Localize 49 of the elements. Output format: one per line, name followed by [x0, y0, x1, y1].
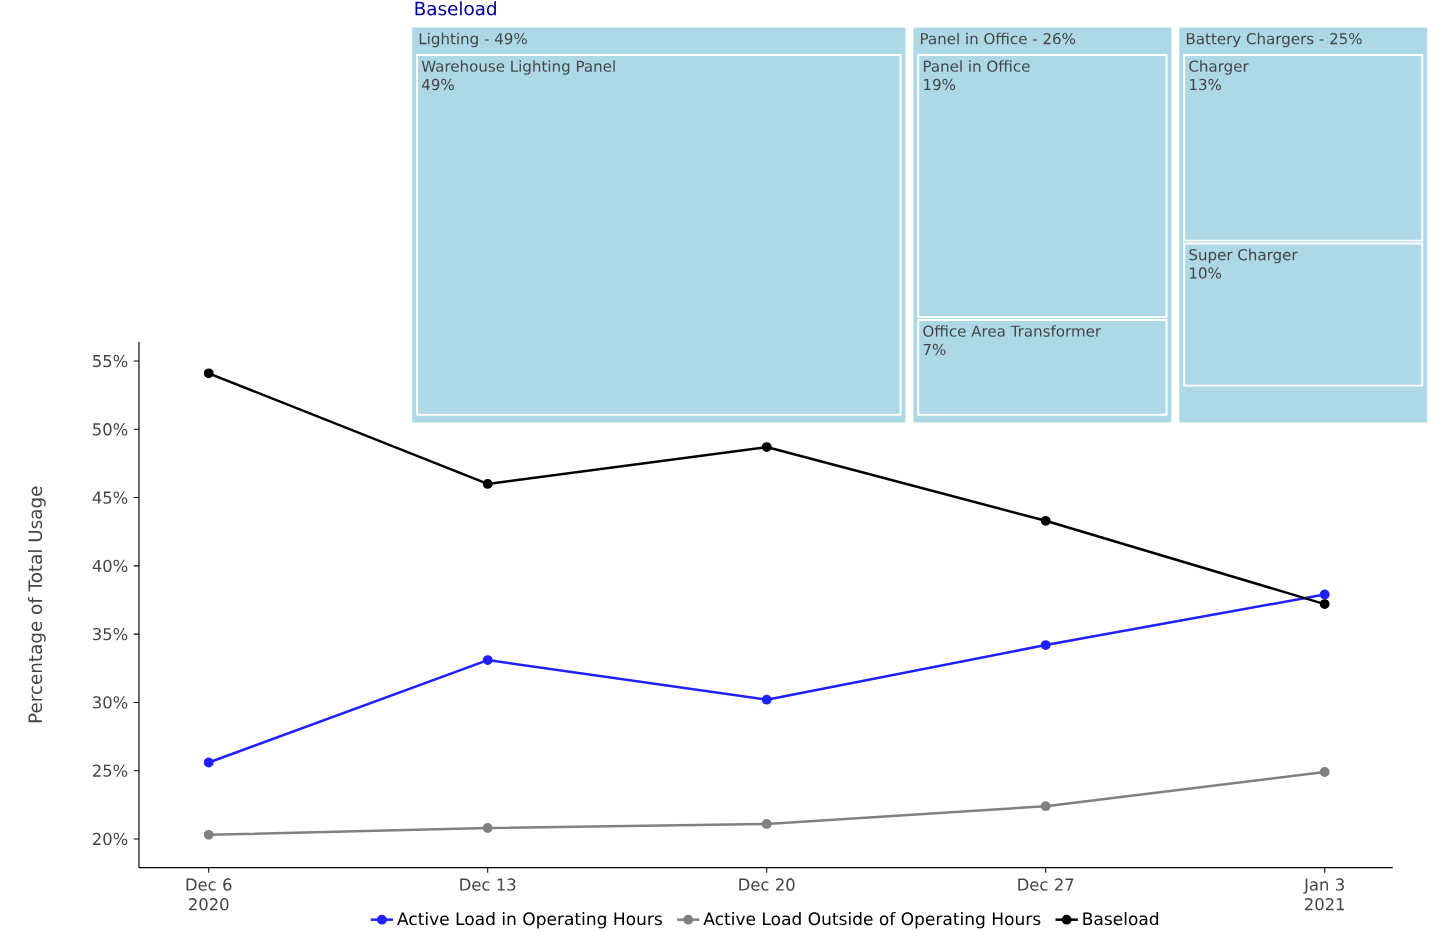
point — [482, 822, 493, 833]
y-tick-label: 50% — [93, 422, 128, 436]
legend-label: Active Load Outside of Operating Hours — [703, 911, 1041, 929]
point — [1040, 639, 1051, 650]
x-tick-label: Dec 20 — [739, 878, 795, 891]
point — [761, 441, 772, 452]
data-label: 26% — [1043, 32, 1076, 45]
text: Baseload — [415, 1, 496, 16]
y-tick-label: 30% — [93, 695, 128, 709]
x-tick-label: Dec 13 — [460, 878, 516, 891]
x-tick-label: Dec 27 — [1018, 878, 1074, 891]
category-label: Panel in Office - — [920, 32, 1037, 45]
point — [482, 478, 493, 489]
y-tick-label: 20% — [93, 832, 128, 845]
series-label: Panel in Office — [923, 59, 1030, 72]
data-label: 19% — [924, 78, 956, 90]
point — [1319, 598, 1330, 609]
legend-label: Active Load in Operating Hours — [397, 911, 662, 929]
data-label: 49% — [494, 32, 527, 45]
x-tick-label: Jan 3 2021 — [1303, 878, 1344, 911]
legend-label: Baseload — [1083, 911, 1159, 925]
point — [1040, 515, 1051, 526]
point — [203, 368, 214, 379]
series-label: Charger — [1189, 59, 1249, 75]
y-tick-label: 35% — [93, 627, 128, 641]
point — [203, 829, 214, 840]
x-tick-label: Dec 6 2020 — [186, 878, 232, 911]
point — [203, 757, 214, 768]
series-label: Super Charger — [1189, 248, 1298, 264]
series-label: Office Area Transformer — [923, 324, 1102, 337]
point — [761, 818, 772, 829]
point — [1319, 766, 1330, 777]
point — [1040, 801, 1051, 811]
data-label: 49% — [421, 78, 454, 90]
point — [761, 694, 772, 705]
point — [482, 654, 493, 665]
category-label: Lighting - — [419, 32, 489, 48]
y-tick-label: 55% — [93, 354, 128, 367]
data-label: 25% — [1330, 32, 1362, 45]
series-label: Warehouse Lighting Panel — [421, 59, 615, 75]
category-label: Battery Chargers - — [1186, 32, 1324, 48]
data-label: 13% — [1190, 78, 1222, 90]
point — [1319, 589, 1330, 600]
y-tick-label: 40% — [92, 559, 128, 572]
y-tick-label: 45% — [92, 491, 128, 504]
y-axis-title: Percentage of Total Usage — [27, 486, 46, 722]
data-label: 10% — [1190, 267, 1222, 279]
y-tick-label: 25% — [93, 764, 128, 777]
data-label: 7% — [923, 343, 946, 355]
